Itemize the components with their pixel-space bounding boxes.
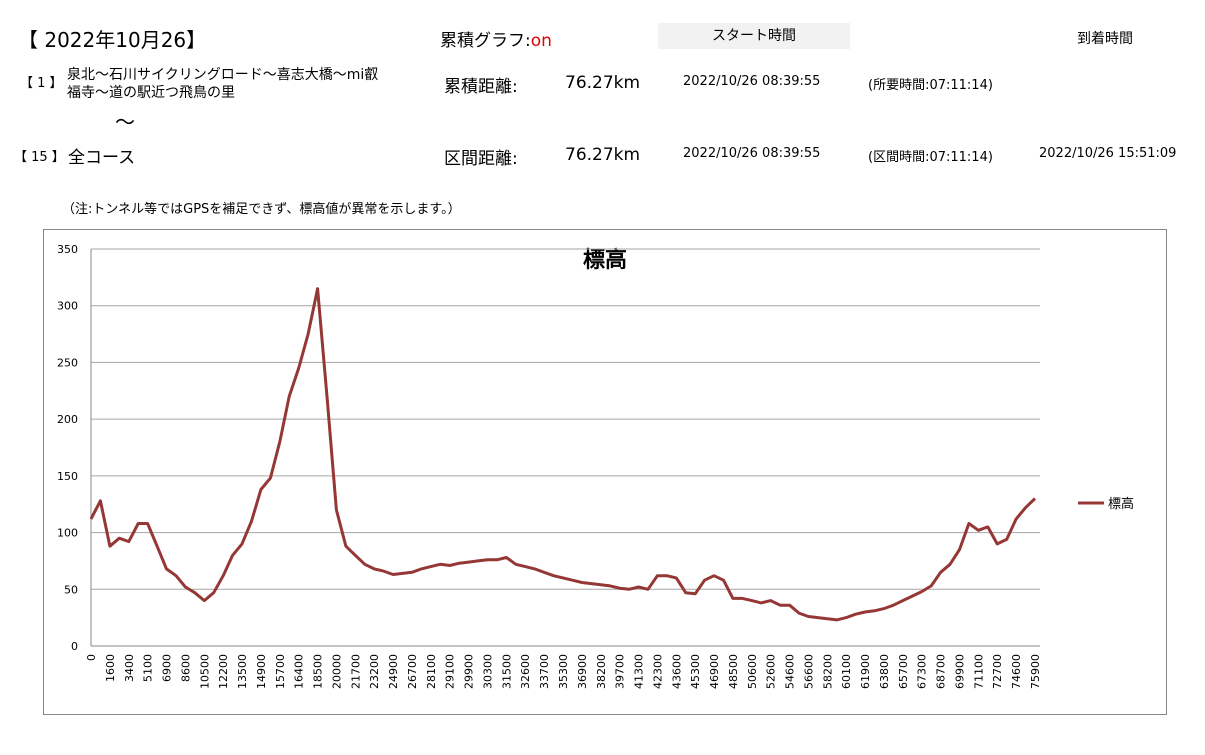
duration: (所要時間:07:11:14) bbox=[868, 78, 993, 93]
x-tick-label: 42300 bbox=[651, 654, 664, 689]
x-tick-label: 33700 bbox=[538, 654, 551, 689]
x-tick-label: 16400 bbox=[293, 654, 306, 689]
label: 累積グラフ: bbox=[440, 31, 531, 51]
x-tick-label: 3400 bbox=[123, 654, 136, 682]
note: （注:トンネル等ではGPSを補足できず、標高値が異常を示します。） bbox=[62, 202, 461, 217]
x-tick-label: 69900 bbox=[953, 654, 966, 689]
y-tick-label: 200 bbox=[57, 413, 78, 426]
chart-frame bbox=[43, 229, 1167, 715]
x-tick-label: 32600 bbox=[519, 654, 532, 689]
y-tick-label: 0 bbox=[71, 640, 78, 653]
duration: (区間時間:07:11:14) bbox=[868, 150, 993, 165]
y-tick-label: 150 bbox=[57, 470, 78, 483]
x-tick-label: 65700 bbox=[897, 654, 910, 689]
x-tick-label: 63800 bbox=[878, 654, 891, 689]
y-tick-label: 300 bbox=[57, 300, 78, 313]
route-number: 【 1 】 bbox=[20, 76, 63, 91]
x-tick-label: 28100 bbox=[425, 654, 438, 689]
x-tick-label: 48500 bbox=[727, 654, 740, 689]
x-tick-label: 67300 bbox=[916, 654, 929, 689]
x-tick-label: 56600 bbox=[802, 654, 815, 689]
x-tick-label: 12200 bbox=[217, 654, 230, 689]
x-tick-label: 43600 bbox=[670, 654, 683, 689]
x-tick-label: 46900 bbox=[708, 654, 721, 689]
chart-title: 標高 bbox=[583, 247, 627, 273]
x-tick-label: 38200 bbox=[595, 654, 608, 689]
x-tick-label: 71100 bbox=[972, 654, 985, 689]
route-name: 全コース bbox=[68, 148, 136, 168]
date: 【 2022年10月26】 bbox=[18, 28, 207, 52]
series-line bbox=[89, 287, 1037, 622]
x-tick-label: 14900 bbox=[255, 654, 268, 689]
route-name: 泉北～石川サイクリングロード～喜志大橋～mi叡 bbox=[67, 67, 379, 83]
x-tick-label: 39700 bbox=[614, 654, 627, 689]
tilde: ～ bbox=[115, 110, 135, 134]
arrival-header: 到着時間 bbox=[1077, 31, 1133, 47]
x-tick-label: 6900 bbox=[161, 654, 174, 682]
arrival: 2022/10/26 15:51:09 bbox=[1039, 146, 1177, 161]
x-tick-label: 36900 bbox=[576, 654, 589, 689]
start-header: スタート時間 bbox=[658, 23, 850, 49]
x-tick-label: 26700 bbox=[406, 654, 419, 689]
value: on bbox=[530, 31, 552, 51]
x-tick-label: 75900 bbox=[1029, 654, 1042, 689]
x-tick-label: 5100 bbox=[142, 654, 155, 682]
x-tick-label: 41300 bbox=[633, 654, 646, 689]
x-tick-label: 61900 bbox=[859, 654, 872, 689]
y-tick-label: 50 bbox=[64, 583, 78, 596]
distance: 76.27km bbox=[565, 145, 641, 165]
x-tick-label: 50600 bbox=[746, 654, 759, 689]
x-tick-label: 18500 bbox=[312, 654, 325, 689]
x-tick-label: 0 bbox=[85, 654, 98, 661]
x-tick-label: 68700 bbox=[935, 654, 948, 689]
y-tick-label: 250 bbox=[57, 356, 78, 369]
route-name: 福寺～道の駅近つ飛鳥の里 bbox=[67, 85, 235, 101]
y-tick-label: 100 bbox=[57, 527, 78, 540]
graph-label: 累積グラフ:on bbox=[440, 26, 552, 51]
x-tick-label: 23200 bbox=[368, 654, 381, 689]
x-tick-label: 24900 bbox=[387, 654, 400, 689]
distance: 76.27km bbox=[565, 73, 641, 93]
x-tick-label: 15700 bbox=[274, 654, 287, 689]
x-tick-label: 45300 bbox=[689, 654, 702, 689]
x-tick-label: 30300 bbox=[481, 654, 494, 689]
label: 累積距離: bbox=[444, 77, 518, 97]
x-tick-label: 54600 bbox=[784, 654, 797, 689]
y-tick-label: 350 bbox=[57, 243, 78, 256]
x-tick-label: 13500 bbox=[236, 654, 249, 689]
x-tick-label: 31500 bbox=[500, 654, 513, 689]
x-tick-label: 29100 bbox=[444, 654, 457, 689]
x-tick-label: 21700 bbox=[349, 654, 362, 689]
start: 2022/10/26 08:39:55 bbox=[683, 74, 821, 89]
start: 2022/10/26 08:39:55 bbox=[683, 146, 821, 161]
legend-label: 標高 bbox=[1108, 496, 1134, 512]
x-tick-label: 29900 bbox=[463, 654, 476, 689]
x-tick-label: 60100 bbox=[840, 654, 853, 689]
x-tick-label: 10500 bbox=[198, 654, 211, 689]
x-tick-label: 20000 bbox=[330, 654, 343, 689]
x-tick-label: 58200 bbox=[821, 654, 834, 689]
x-tick-label: 1600 bbox=[104, 654, 117, 682]
route-number: 【 15 】 bbox=[14, 150, 65, 165]
x-tick-label: 35300 bbox=[557, 654, 570, 689]
x-tick-label: 74600 bbox=[1010, 654, 1023, 689]
label: 区間距離: bbox=[444, 149, 518, 169]
x-tick-label: 8600 bbox=[179, 654, 192, 682]
x-tick-label: 72700 bbox=[991, 654, 1004, 689]
x-tick-label: 52600 bbox=[765, 654, 778, 689]
